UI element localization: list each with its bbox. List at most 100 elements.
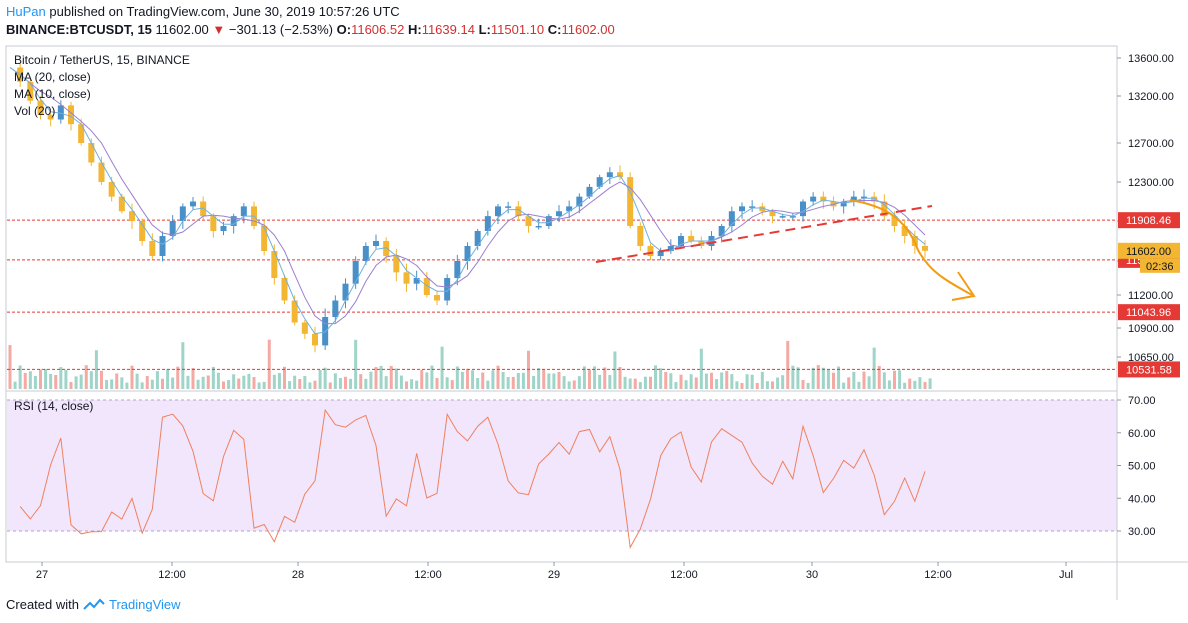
volume-bar — [532, 375, 536, 389]
candle-body — [535, 226, 542, 228]
volume-bar — [806, 382, 810, 389]
candle-body — [88, 143, 95, 163]
legend-title: Bitcoin / TetherUS, 15, BINANCE — [14, 53, 190, 67]
volume-bar — [872, 347, 876, 389]
candle-body — [749, 206, 756, 208]
candle-body — [47, 114, 54, 120]
candle-body — [342, 283, 349, 301]
candle-body — [98, 162, 105, 182]
volume-bar — [89, 371, 93, 389]
candle-body — [678, 236, 684, 246]
candle-body — [759, 206, 766, 212]
candle-body — [495, 206, 501, 217]
volume-bar — [674, 382, 678, 389]
volume-bar — [349, 378, 353, 389]
volume-bar — [455, 366, 459, 389]
price-chart[interactable]: 13600.0013200.0012700.0012300.0011900.00… — [0, 40, 1188, 600]
volume-bar — [384, 376, 388, 389]
volume-bar — [206, 375, 210, 389]
volume-bar — [59, 367, 63, 389]
volume-bar — [13, 381, 17, 389]
publisher-name[interactable]: HuPan — [6, 4, 46, 19]
level-label: 11908.46 — [1126, 215, 1171, 227]
volume-bar — [588, 369, 591, 389]
candle-body — [454, 261, 461, 278]
volume-bar — [8, 345, 12, 389]
volume-bar — [74, 376, 78, 389]
volume-bar — [399, 375, 403, 389]
volume-bar — [699, 348, 703, 389]
candle-body — [332, 300, 339, 317]
volume-bar — [821, 367, 825, 389]
volume-bar — [84, 365, 88, 389]
candle-body — [596, 177, 603, 187]
candle-body — [505, 206, 512, 208]
time-tick-label: 12:00 — [670, 569, 698, 581]
candle-body — [37, 100, 44, 115]
time-axis[interactable]: 27 12:00 28 12:00 29 12:00 30 12:00 Jul — [36, 562, 1073, 581]
candle-body — [220, 226, 227, 231]
volume-bar — [415, 380, 419, 389]
candle-body — [68, 105, 74, 125]
volume-bar — [227, 380, 231, 389]
candle-body — [27, 81, 34, 101]
volume-bar — [94, 350, 98, 389]
candle-body — [240, 206, 247, 217]
tradingview-logo-icon — [83, 598, 105, 610]
volume-bar — [115, 373, 119, 389]
volume-bar — [628, 378, 632, 389]
volume-bar — [679, 374, 683, 389]
volume-bars — [8, 339, 932, 389]
forecast-arrow — [849, 199, 973, 296]
volume-bar — [308, 382, 312, 389]
volume-bar — [654, 365, 658, 389]
candle-body — [647, 246, 654, 256]
candle-body — [667, 246, 674, 251]
volume-bar — [730, 374, 734, 389]
volume-bar — [552, 373, 556, 389]
volume-bar — [33, 375, 37, 389]
last-price-badge — [1118, 242, 1180, 259]
candle-body — [861, 196, 867, 199]
time-tick-label: Jul — [1059, 569, 1073, 581]
volume-bar — [760, 371, 764, 389]
volume-bar — [598, 374, 602, 389]
tradingview-link[interactable]: TradingView — [108, 597, 181, 612]
volume-bar — [242, 375, 246, 389]
candle-body — [291, 300, 298, 323]
volume-bar — [435, 378, 439, 389]
volume-bar — [582, 366, 586, 389]
candle-body — [922, 246, 928, 251]
volume-bar — [511, 376, 515, 389]
volume-bar — [623, 376, 627, 389]
candle-body — [657, 251, 664, 256]
volume-bar — [832, 372, 835, 389]
candle-body — [881, 201, 888, 217]
volume-bar — [715, 379, 719, 389]
candle-body — [800, 201, 806, 217]
volume-bar — [908, 378, 912, 389]
volume-bar — [277, 373, 281, 389]
rsi-tick-label: 70.00 — [1128, 395, 1156, 407]
volume-bar — [364, 378, 368, 389]
candle-body — [820, 196, 827, 202]
level-label: 11043.96 — [1126, 307, 1171, 319]
rsi-tick-label: 50.00 — [1128, 461, 1156, 473]
volume-bar — [867, 376, 871, 389]
rsi-axis: 70.00 60.00 50.00 40.00 30.00 — [1117, 395, 1156, 538]
volume-bar — [211, 366, 215, 389]
volume-bar — [140, 382, 144, 389]
level-badge — [1118, 212, 1180, 229]
candle-body — [779, 216, 786, 218]
volume-bar — [318, 369, 322, 389]
volume-bar — [862, 371, 866, 389]
volume-bar — [379, 365, 383, 389]
candle-body — [139, 221, 146, 241]
volume-bar — [837, 366, 841, 389]
volume-bar — [171, 377, 175, 389]
volume-bar — [54, 375, 58, 389]
volume-bar — [232, 374, 236, 389]
candle-body — [118, 196, 125, 212]
volume-bar — [186, 375, 190, 389]
time-tick-label: 29 — [548, 569, 560, 581]
